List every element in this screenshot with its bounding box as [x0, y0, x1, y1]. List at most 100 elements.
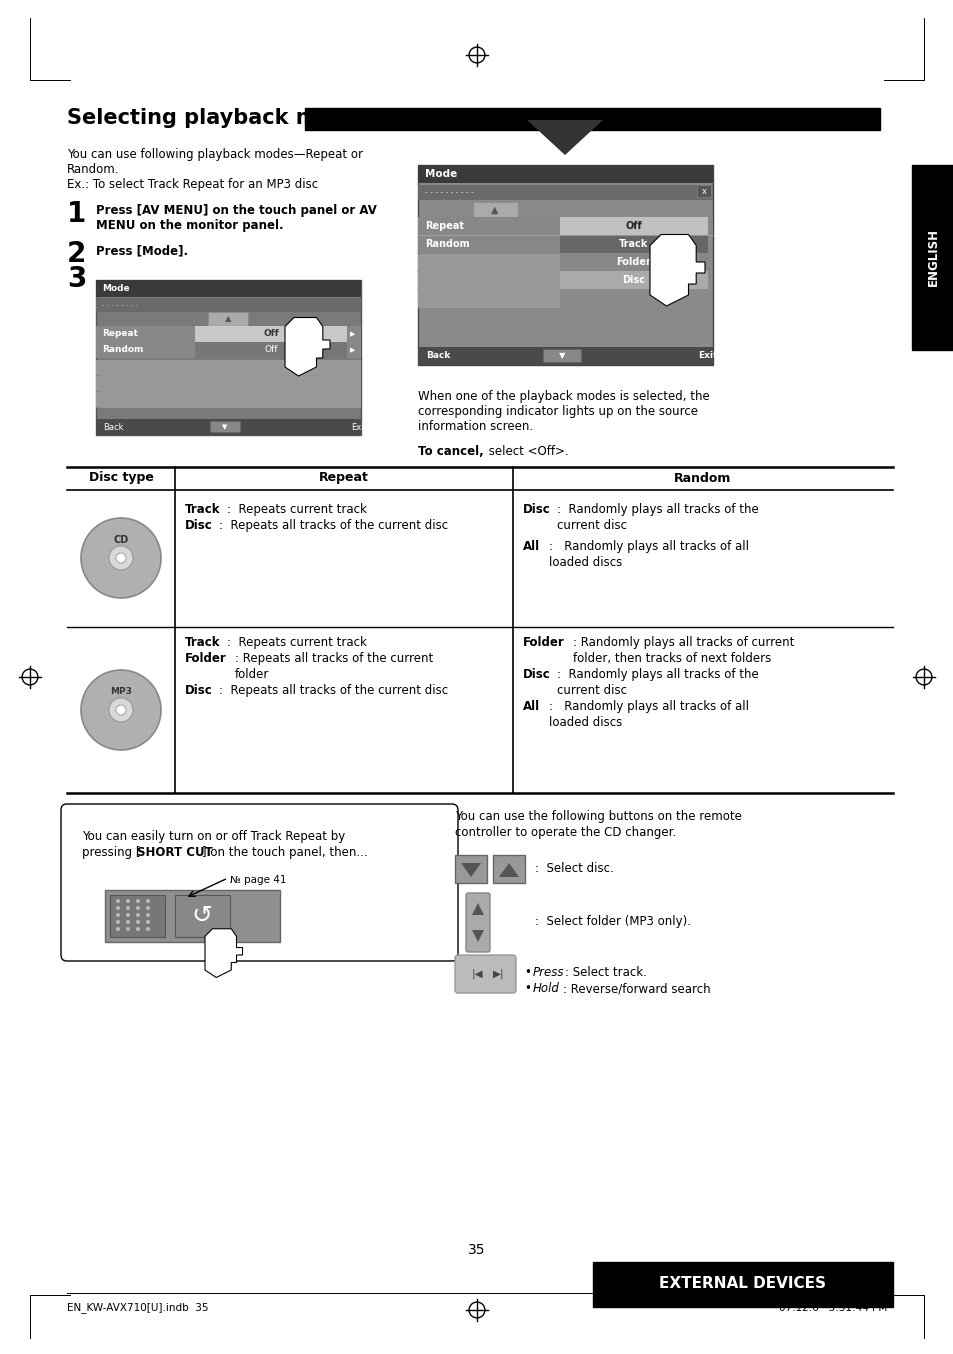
- Circle shape: [136, 906, 140, 910]
- Text: Mode: Mode: [424, 169, 456, 179]
- Text: - - - - - - - - - -: - - - - - - - - - -: [424, 188, 474, 196]
- Bar: [208, 311, 248, 326]
- Text: Back: Back: [103, 422, 123, 432]
- Bar: [417, 165, 712, 366]
- Text: folder, then tracks of next folders: folder, then tracks of next folders: [573, 653, 770, 665]
- Bar: [305, 108, 879, 130]
- Text: •: •: [524, 982, 538, 995]
- Text: 3: 3: [67, 265, 87, 292]
- Text: •: •: [524, 965, 538, 979]
- Bar: [105, 890, 280, 942]
- Text: Disc: Disc: [522, 668, 550, 681]
- Circle shape: [116, 552, 126, 563]
- Circle shape: [146, 906, 150, 910]
- Bar: [417, 236, 559, 253]
- Circle shape: [116, 899, 120, 903]
- Circle shape: [146, 927, 150, 932]
- Polygon shape: [472, 903, 483, 915]
- Text: ↺: ↺: [192, 904, 213, 927]
- Text: № page 41: № page 41: [230, 875, 286, 886]
- Bar: [417, 255, 559, 271]
- Circle shape: [116, 906, 120, 910]
- Bar: [417, 347, 712, 366]
- Polygon shape: [498, 862, 518, 877]
- Text: :  Randomly plays all tracks of the: : Randomly plays all tracks of the: [557, 668, 758, 681]
- Text: ENGLISH: ENGLISH: [925, 229, 939, 287]
- Text: Repeat: Repeat: [102, 329, 138, 338]
- Bar: [110, 895, 165, 937]
- Circle shape: [136, 927, 140, 932]
- Text: All: All: [522, 540, 539, 552]
- Text: Disc: Disc: [185, 519, 213, 532]
- Text: 07.12.6   3:31:44 PM: 07.12.6 3:31:44 PM: [778, 1303, 886, 1313]
- Text: : Repeats all tracks of the current: : Repeats all tracks of the current: [234, 653, 433, 665]
- Text: Repeat: Repeat: [318, 471, 369, 485]
- Text: Random.: Random.: [67, 162, 119, 176]
- Text: Mode: Mode: [102, 284, 130, 292]
- Text: Off: Off: [264, 345, 277, 355]
- Bar: [194, 326, 347, 343]
- Text: Random: Random: [424, 240, 469, 249]
- Text: corresponding indicator lights up on the source: corresponding indicator lights up on the…: [417, 405, 698, 418]
- Text: :  Select disc.: : Select disc.: [535, 862, 613, 876]
- Text: MENU on the monitor panel.: MENU on the monitor panel.: [96, 219, 283, 232]
- Text: Back: Back: [426, 352, 450, 360]
- Bar: [493, 854, 524, 883]
- Text: CD: CD: [113, 535, 129, 546]
- Circle shape: [136, 899, 140, 903]
- Text: loaded discs: loaded discs: [548, 716, 621, 728]
- Text: :  Repeats all tracks of the current disc: : Repeats all tracks of the current disc: [219, 519, 448, 532]
- Bar: [417, 165, 712, 183]
- Text: folder: folder: [234, 668, 269, 681]
- Circle shape: [81, 519, 161, 598]
- Bar: [559, 271, 707, 288]
- Circle shape: [116, 705, 126, 715]
- Bar: [96, 280, 360, 435]
- Bar: [417, 290, 559, 307]
- Text: |◀: |◀: [471, 968, 482, 979]
- Bar: [455, 854, 486, 883]
- Text: Disc: Disc: [622, 275, 645, 284]
- Polygon shape: [285, 317, 330, 376]
- Text: Folder: Folder: [185, 653, 227, 665]
- Text: EN_KW-AVX710[U].indb  35: EN_KW-AVX710[U].indb 35: [67, 1303, 209, 1313]
- Text: Random: Random: [102, 345, 143, 355]
- Circle shape: [146, 919, 150, 923]
- Bar: [417, 217, 712, 236]
- Circle shape: [126, 919, 130, 923]
- Text: ▲: ▲: [225, 314, 231, 324]
- Text: Off: Off: [263, 329, 278, 338]
- Text: Track: Track: [185, 502, 220, 516]
- Text: Ex.: To select Track Repeat for an MP3 disc: Ex.: To select Track Repeat for an MP3 d…: [67, 177, 317, 191]
- Text: information screen.: information screen.: [417, 420, 533, 433]
- Text: ▼: ▼: [558, 352, 565, 360]
- Circle shape: [136, 919, 140, 923]
- Bar: [96, 343, 360, 357]
- Circle shape: [126, 927, 130, 932]
- Text: EXTERNAL DEVICES: EXTERNAL DEVICES: [659, 1277, 825, 1292]
- Text: Track: Track: [185, 636, 220, 649]
- Text: : Select track.: : Select track.: [564, 965, 646, 979]
- Text: ▶|: ▶|: [493, 968, 504, 979]
- Bar: [174, 895, 230, 937]
- Text: pressing [: pressing [: [82, 846, 140, 858]
- Circle shape: [116, 913, 120, 917]
- Circle shape: [146, 899, 150, 903]
- Text: Off: Off: [625, 221, 641, 232]
- Bar: [559, 236, 707, 253]
- Circle shape: [136, 913, 140, 917]
- Circle shape: [109, 546, 132, 570]
- Bar: [96, 360, 360, 375]
- Bar: [194, 343, 347, 357]
- Text: All: All: [522, 700, 539, 714]
- Text: Disc: Disc: [522, 502, 550, 516]
- Text: Folder: Folder: [522, 636, 564, 649]
- Text: select <Off>.: select <Off>.: [484, 445, 568, 458]
- Bar: [559, 217, 707, 236]
- Text: Random: Random: [674, 471, 731, 485]
- Text: :   Randomly plays all tracks of all: : Randomly plays all tracks of all: [548, 540, 748, 552]
- Text: You can use following playback modes—Repeat or: You can use following playback modes—Rep…: [67, 148, 363, 161]
- Text: controller to operate the CD changer.: controller to operate the CD changer.: [455, 826, 676, 839]
- Text: You can easily turn on or off Track Repeat by: You can easily turn on or off Track Repe…: [82, 830, 345, 844]
- Bar: [96, 326, 360, 343]
